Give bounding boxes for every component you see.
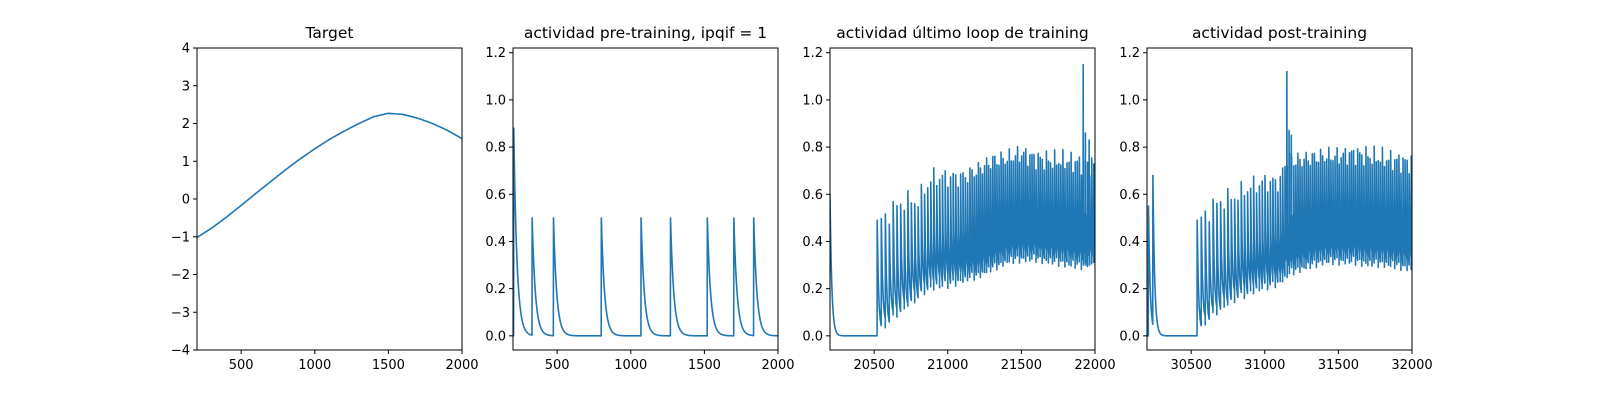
x-tick-label: 500 xyxy=(545,358,570,373)
y-tick-label: 1.0 xyxy=(485,93,506,108)
y-tick-label: 0.8 xyxy=(802,141,823,156)
subplot-title: actividad pre-training, ipqif = 1 xyxy=(524,24,767,42)
y-tick-label: 0.0 xyxy=(802,329,823,344)
y-tick-label: 0.0 xyxy=(485,329,506,344)
y-tick-label: 1.2 xyxy=(485,46,506,61)
x-tick-label: 31000 xyxy=(1244,358,1285,373)
x-tick-label: 31500 xyxy=(1318,358,1359,373)
x-tick-label: 32000 xyxy=(1391,358,1432,373)
y-tick-label: −4 xyxy=(171,344,190,359)
y-tick-label: 0.8 xyxy=(1119,141,1140,156)
y-tick-label: −1 xyxy=(171,230,190,245)
x-tick-label: 1000 xyxy=(298,358,331,373)
y-tick-label: 0 xyxy=(182,193,190,208)
axes-frame xyxy=(829,47,1096,351)
x-tick-label: 21000 xyxy=(927,358,968,373)
y-tick-label: 0.2 xyxy=(802,282,823,297)
axes-frame xyxy=(1146,47,1413,351)
x-tick-label: 2000 xyxy=(445,358,478,373)
y-tick-label: 1 xyxy=(182,155,190,170)
subplot-4: 30500 31000 31500 32000 0.0 0.2 0.4 0.6 0.8 1.0 1.… xyxy=(1119,24,1432,373)
x-tick-label: 22000 xyxy=(1074,358,1115,373)
y-tick-label: 3 xyxy=(182,79,190,94)
series-line xyxy=(830,63,1095,337)
subplot-title: actividad post-training xyxy=(1192,24,1367,42)
y-tick-label: −2 xyxy=(171,268,190,283)
subplot-2: 500 1000 1500 2000 0.0 0.2 0.4 0.6 0.8 1.0 1.2 acti… xyxy=(485,24,794,373)
y-tick-label: 0.2 xyxy=(485,282,506,297)
x-tick-label: 21500 xyxy=(1001,358,1042,373)
y-tick-label: 1.0 xyxy=(802,93,823,108)
y-tick-label: 0.6 xyxy=(1119,188,1140,203)
subplot-1: 500 1000 1500 2000 −4 −3 −2 −1 0 1 2 3 4 Target xyxy=(171,24,479,373)
x-tick-label: 1500 xyxy=(688,358,721,373)
y-tick-label: 0.6 xyxy=(802,188,823,203)
subplot-3: 20500 21000 21500 22000 0.0 0.2 0.4 0.6 0.8 1.0 1.… xyxy=(802,24,1115,373)
y-tick-label: 0.0 xyxy=(1119,329,1140,344)
x-tick-label: 500 xyxy=(229,358,254,373)
y-tick-label: 4 xyxy=(182,42,190,57)
axes-frame xyxy=(512,47,779,351)
subplot-title: actividad último loop de training xyxy=(836,24,1088,42)
y-tick-label: 1.2 xyxy=(802,46,823,61)
x-tick-label: 2000 xyxy=(761,358,794,373)
y-tick-label: 0.6 xyxy=(485,188,506,203)
y-tick-label: 1.2 xyxy=(1119,46,1140,61)
series-line xyxy=(513,127,778,337)
series-line xyxy=(1147,70,1412,337)
x-tick-label: 30500 xyxy=(1170,358,1211,373)
series-line xyxy=(197,112,462,239)
y-tick-label: 0.8 xyxy=(485,141,506,156)
y-tick-label: −3 xyxy=(171,306,190,321)
y-tick-label: 2 xyxy=(182,117,190,132)
y-tick-label: 0.2 xyxy=(1119,282,1140,297)
x-tick-label: 1500 xyxy=(372,358,405,373)
x-tick-label: 20500 xyxy=(853,358,894,373)
x-tick-label: 1000 xyxy=(614,358,647,373)
y-tick-label: 0.4 xyxy=(485,235,506,250)
y-tick-label: 0.4 xyxy=(1119,235,1140,250)
y-tick-label: 1.0 xyxy=(1119,93,1140,108)
y-tick-label: 0.4 xyxy=(802,235,823,250)
subplot-title: Target xyxy=(305,24,354,42)
